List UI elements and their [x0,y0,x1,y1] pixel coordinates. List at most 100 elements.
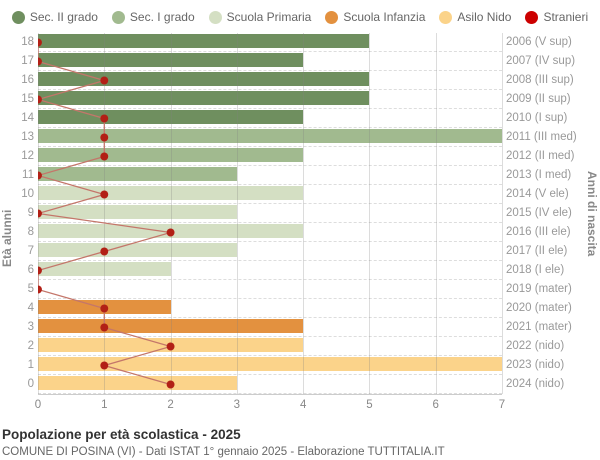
age-tick-label: 0 [27,378,34,390]
chart-row [38,185,502,204]
age-tick-label: 6 [27,264,34,276]
birth-year-label: 2017 (II ele) [506,245,568,257]
age-tick-label: 18 [21,36,34,48]
vertical-gridline [303,33,305,394]
birth-year-label: 2013 (I med) [506,169,572,181]
vertical-gridline [502,33,503,394]
y-axis-title-left: Età alunni [0,209,14,267]
legend-item-label: Scuola Primaria [226,10,312,24]
age-tick-label: 13 [21,131,34,143]
legend-item: Sec. I grado [111,10,195,24]
birth-year-label: 2019 (mater) [506,283,572,295]
age-tick-label: 16 [21,74,34,86]
bar-sec2 [38,91,370,105]
chart: Età alunni 18 17 16 15 14 13 12 11 10 9 8 7 6 5 4 3 2 1 0 … [0,33,600,419]
age-axis: 18 17 16 15 14 13 12 11 10 9 8 7 6 5 4 3 2 1 0 [14,33,38,419]
legend-swatch-icon [439,10,453,24]
birth-year-label: 2012 (II med) [506,150,575,162]
chart-row [38,33,502,52]
legend-item: Scuola Infanzia [325,10,425,24]
chart-row [38,166,502,185]
bar-sec2 [38,34,370,48]
footer: Popolazione per età scolastica - 2025 CO… [0,419,600,458]
legend-item-label: Asilo Nido [457,10,512,24]
plot-area [38,33,503,395]
legend-swatch-icon [525,10,539,24]
chart-row [38,128,502,147]
legend-swatch-icon [11,10,25,24]
legend-item: Asilo Nido [439,10,511,24]
birth-year-label: 2006 (V sup) [506,36,572,48]
age-tick-label: 12 [21,150,34,162]
x-tick-label: 5 [366,399,373,411]
chart-row [38,356,502,375]
age-tick-label: 7 [27,245,34,257]
vertical-gridline [38,33,39,394]
bar-nido [38,376,237,390]
birth-year-label: 2024 (nido) [506,378,565,390]
age-tick-label: 5 [27,283,34,295]
legend-item: Scuola Primaria [208,10,312,24]
birth-year-label: 2018 (I ele) [506,264,565,276]
birth-year-label: 2008 (III sup) [506,74,574,86]
legend-item-label: Sec. II grado [29,10,98,24]
legend-item: Stranieri [525,10,588,24]
chart-row [38,375,502,394]
age-tick-label: 11 [22,169,34,181]
chart-row [38,90,502,109]
birth-year-label: 2023 (nido) [506,359,565,371]
x-tick-label: 3 [233,399,241,411]
bar-sec1 [38,129,502,143]
bar-nido [38,357,502,371]
birth-year-label: 2020 (mater) [506,302,572,314]
bar-sec2 [38,72,370,86]
plot-column: 0 1 2 3 4 5 6 7 [34,33,506,419]
bar-primaria [38,243,237,257]
age-tick-label: 2 [27,340,34,352]
legend-item: Sec. II grado [11,10,98,24]
chart-row [38,242,502,261]
chart-row [38,109,502,128]
birth-year-label: 2011 (III med) [506,131,577,143]
x-tick-label: 0 [34,399,42,411]
bar-primaria [38,205,237,219]
chart-row [38,280,502,299]
age-tick-label: 1 [27,359,34,371]
x-tick-label: 1 [101,399,108,411]
age-tick-label: 9 [27,207,34,219]
age-tick-label: 14 [21,112,34,124]
chart-title: Popolazione per età scolastica - 2025 [2,427,241,442]
legend-item-label: Sec. I grado [129,10,195,24]
chart-row [38,299,502,318]
vertical-gridline [104,33,106,394]
vertical-gridline [369,33,371,394]
birth-year-label: 2021 (mater) [506,321,572,333]
vertical-gridline [236,33,238,394]
legend-item-label: Scuola Infanzia [343,10,426,24]
chart-row [38,223,502,242]
x-tick-label: 6 [432,399,439,411]
birth-year-label: 2016 (III ele) [506,226,571,238]
chart-row [38,204,502,223]
age-tick-label: 3 [27,321,34,333]
birth-year-label: 2014 (V ele) [506,188,569,200]
vertical-gridline [435,33,437,394]
legend-swatch-icon [325,10,339,24]
birth-year-label: 2010 (I sup) [506,112,568,124]
legend: Sec. II grado Sec. I grado Scuola Primaria… [0,0,600,28]
vertical-gridline [170,33,172,394]
age-tick-label: 4 [27,302,34,314]
birth-year-label: 2007 (IV sup) [506,55,576,67]
legend-swatch-icon [111,10,125,24]
chart-row [38,52,502,71]
age-tick-label: 8 [27,226,34,238]
chart-row [38,318,502,337]
age-tick-label: 17 [21,55,34,67]
x-axis: 0 1 2 3 4 5 6 7 [34,395,506,417]
legend-swatch-icon [208,10,222,24]
chart-row [38,147,502,166]
birth-year-label: 2022 (nido) [506,340,565,352]
chart-row [38,337,502,356]
x-tick-label: 7 [498,399,506,411]
